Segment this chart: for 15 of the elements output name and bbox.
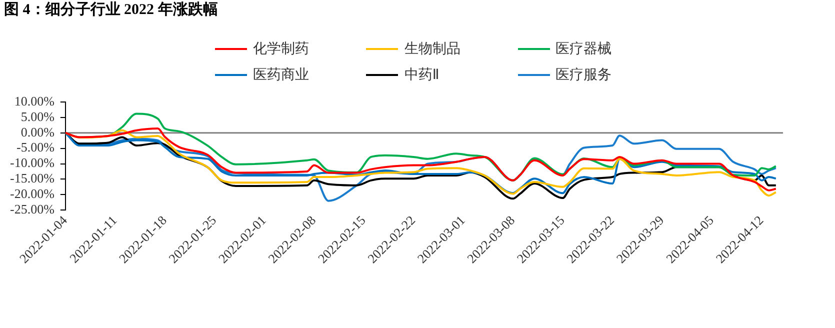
y-tick-label: 5.00% [20, 108, 55, 124]
legend-label: 化学制药 [253, 40, 309, 58]
legend-label: 生物制品 [404, 40, 460, 58]
legend-label: 医疗服务 [556, 66, 612, 84]
legend-label: 医疗器械 [556, 40, 612, 58]
y-tick-label: -5.00% [16, 140, 55, 155]
y-tick-label: 0.00% [20, 124, 55, 140]
y-tick-label: 10.00% [14, 93, 55, 108]
y-tick-label: -15.00% [10, 170, 55, 186]
y-tick-label: -10.00% [10, 155, 55, 170]
y-tick-label: -20.00% [10, 186, 55, 202]
legend-label: 医药商业 [253, 66, 309, 84]
chart-title: 图 4：细分子行业 2022 年涨跌幅 [4, 0, 218, 19]
legend-label: 中药Ⅱ [404, 66, 440, 84]
y-tick-label: -25.00% [10, 202, 55, 216]
